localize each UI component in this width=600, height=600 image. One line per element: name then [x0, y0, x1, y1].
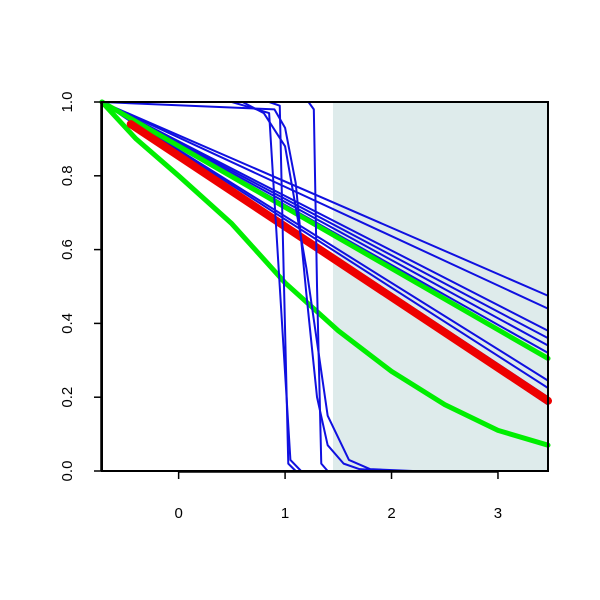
x-tick-label: 0: [174, 505, 182, 522]
y-axis: 0.0 0.2 0.4 0.6 0.8 1.0: [59, 92, 102, 482]
y-ticks: 0.0 0.2 0.4 0.6 0.8 1.0: [59, 92, 102, 482]
y-tick-label: 0.8: [59, 165, 76, 186]
x-ticks: 0 1 2 3: [174, 471, 502, 522]
x-tick-label: 1: [281, 505, 289, 522]
series-line-2: [101, 101, 549, 310]
x-tick-label: 3: [494, 505, 502, 522]
series-line-11: [99, 99, 551, 361]
series-line-1: [101, 101, 549, 297]
y-tick-label: 1.0: [59, 92, 76, 113]
y-tick-label: 0.0: [59, 461, 76, 482]
series-line-4: [101, 101, 549, 340]
series-line-18: [101, 101, 549, 472]
series-line-7: [101, 101, 549, 382]
series-line-3: [101, 101, 549, 332]
y-tick-label: 0.2: [59, 387, 76, 408]
x-tick-label: 2: [387, 505, 395, 522]
y-tick-label: 0.4: [59, 313, 76, 334]
series-line-13: [126, 120, 552, 405]
plot-frame: [101, 101, 549, 472]
y-tick-label: 0.6: [59, 239, 76, 260]
x-axis: 0 1 2 3: [174, 471, 502, 522]
